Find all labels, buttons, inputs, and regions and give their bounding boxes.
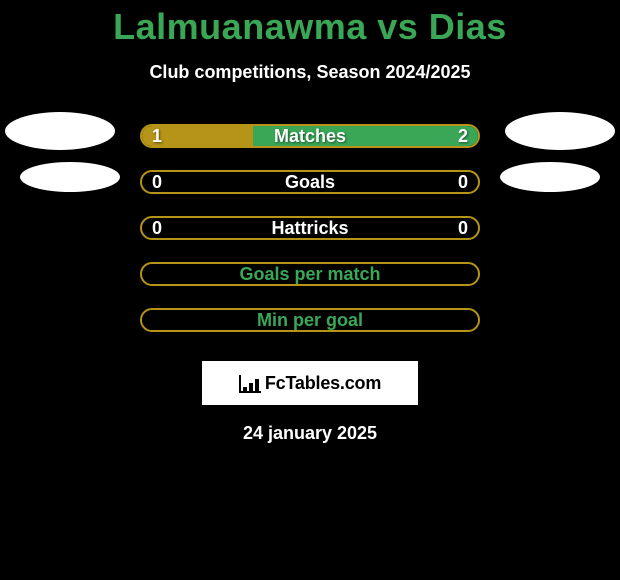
stat-label: Goals	[142, 172, 478, 192]
chart-icon	[239, 373, 261, 393]
stat-bar-hattricks: 0 Hattricks 0	[140, 216, 480, 240]
comparison-widget: Lalmuanawma vs Dias Club competitions, S…	[0, 0, 620, 580]
player-right-avatar	[500, 162, 600, 192]
stat-label: Hattricks	[142, 218, 478, 238]
stat-label: Matches	[142, 126, 478, 146]
stat-label: Goals per match	[142, 264, 478, 284]
stat-bar-matches: 1 Matches 2	[140, 124, 480, 148]
player-right-avatar	[505, 112, 615, 150]
stat-row: 0 Goals 0	[0, 159, 620, 205]
stat-bar-goals: 0 Goals 0	[140, 170, 480, 194]
player-left-avatar	[20, 162, 120, 192]
stat-label: Min per goal	[142, 310, 478, 330]
stats-block: 1 Matches 2 0 Goals 0 0 Hattricks	[0, 113, 620, 343]
stat-value-right: 0	[458, 172, 468, 192]
stat-bar-min-per-goal: Min per goal	[140, 308, 480, 332]
stat-value-right: 2	[458, 126, 468, 146]
brand-label: FcTables.com	[265, 373, 381, 394]
date-label: 24 january 2025	[0, 423, 620, 444]
brand-box[interactable]: FcTables.com	[202, 361, 418, 405]
stat-row: Goals per match	[0, 251, 620, 297]
stat-value-right: 0	[458, 218, 468, 238]
stat-bar-goals-per-match: Goals per match	[140, 262, 480, 286]
stat-row: 1 Matches 2	[0, 113, 620, 159]
player-left-avatar	[5, 112, 115, 150]
stat-row: 0 Hattricks 0	[0, 205, 620, 251]
page-title: Lalmuanawma vs Dias	[0, 0, 620, 48]
stat-row: Min per goal	[0, 297, 620, 343]
subtitle: Club competitions, Season 2024/2025	[0, 62, 620, 83]
